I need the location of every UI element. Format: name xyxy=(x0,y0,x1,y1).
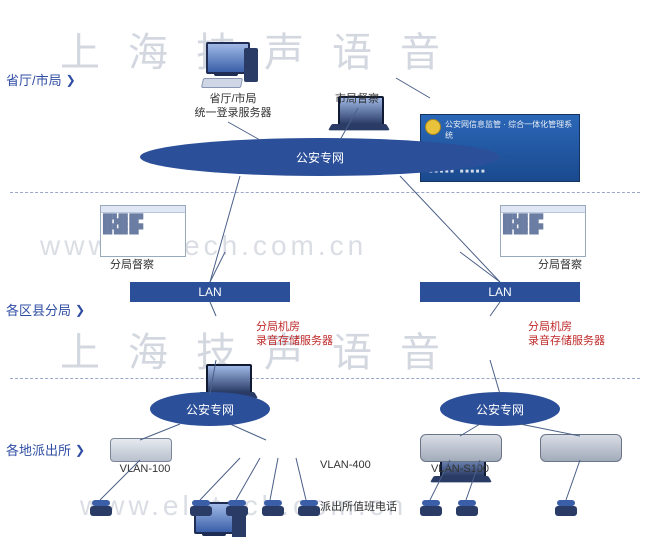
chevron-right-icon: ❯ xyxy=(75,443,85,457)
laptop-mid-r-caption: 分局督察 xyxy=(530,258,590,272)
badge-icon xyxy=(425,119,441,135)
duty-phone-caption: 派出所值班电话 xyxy=(320,500,420,514)
cloud-sm-r: 公安专网 xyxy=(440,392,560,426)
laptop-mid-l-caption: 分局督察 xyxy=(102,258,162,272)
rec-l-caption: 分局机房 录音存储服务器 xyxy=(256,320,346,349)
phone-icon xyxy=(190,500,212,516)
vlan400-caption: VLAN-400 xyxy=(320,458,380,472)
box-vlan100-icon xyxy=(110,438,172,462)
cloud-top-label: 公安专网 xyxy=(296,149,344,166)
lan-l-label: LAN xyxy=(198,285,221,299)
phone-icon xyxy=(456,500,478,516)
row-label-bot-text: 各地派出所 xyxy=(6,440,71,459)
phones-mid xyxy=(190,500,320,516)
row-label-mid: 各区县分局 ❯ xyxy=(6,300,85,319)
server-pc-icon xyxy=(200,42,260,88)
watermark-cn-1: 上海技声语音 xyxy=(60,20,468,78)
row-label-bot: 各地派出所 ❯ xyxy=(6,440,85,459)
cloud-top: 公安专网 xyxy=(140,138,500,176)
rec-r-caption: 分局机房 录音存储服务器 xyxy=(528,320,618,349)
hub-s100-l-icon xyxy=(420,434,502,462)
phone-icon xyxy=(555,500,577,516)
cloud-sm-r-label: 公安专网 xyxy=(476,401,524,418)
phones-left xyxy=(90,500,112,516)
row-label-mid-text: 各区县分局 xyxy=(6,300,71,319)
cloud-sm-l: 公安专网 xyxy=(150,392,270,426)
phone-icon xyxy=(420,500,442,516)
vlan-s100-caption: VLAN-S100 xyxy=(420,462,500,476)
phone-icon xyxy=(262,500,284,516)
diagram-canvas: 上海技声语音 www.eletech.com.cn 上海技声语音 www.ele… xyxy=(0,0,650,537)
laptop-top-caption: 市局督察 xyxy=(322,92,392,106)
hub-s100-r-icon xyxy=(540,434,622,462)
lan-r-label: LAN xyxy=(488,285,511,299)
row-label-top-text: 省厅/市局 xyxy=(6,70,62,89)
chevron-right-icon: ❯ xyxy=(75,303,85,317)
lan-l: LAN xyxy=(130,282,290,302)
phone-icon xyxy=(90,500,112,516)
row-label-top: 省厅/市局 ❯ xyxy=(6,70,76,89)
phone-icon xyxy=(226,500,248,516)
screenshot-mid-l: ▇▇▇ ▇▇ ▇▇▇▇▇ ▇▇▇ ▇▇▇▇▇ ▇▇ ▇▇▇▇▇ ▇▇▇ ▇▇ xyxy=(100,205,186,257)
chevron-right-icon: ❯ xyxy=(66,73,76,87)
phone-icon xyxy=(298,500,320,516)
screenshot-mid-r: ▇▇▇ ▇▇ ▇▇▇▇▇ ▇▇▇ ▇▇▇▇▇ ▇▇ ▇▇▇▇▇ ▇▇▇ ▇▇ xyxy=(500,205,586,257)
dash-2 xyxy=(10,378,640,379)
phones-far-right xyxy=(555,500,577,516)
phones-right xyxy=(420,500,478,516)
vlan100-caption: VLAN-100 xyxy=(110,462,180,476)
dash-1 xyxy=(10,192,640,193)
server-caption: 省厅/市局 统一登录服务器 xyxy=(178,92,288,121)
watermark-en-1: www.eletech.com.cn xyxy=(40,230,367,262)
cloud-sm-l-label: 公安专网 xyxy=(186,401,234,418)
lan-r: LAN xyxy=(420,282,580,302)
